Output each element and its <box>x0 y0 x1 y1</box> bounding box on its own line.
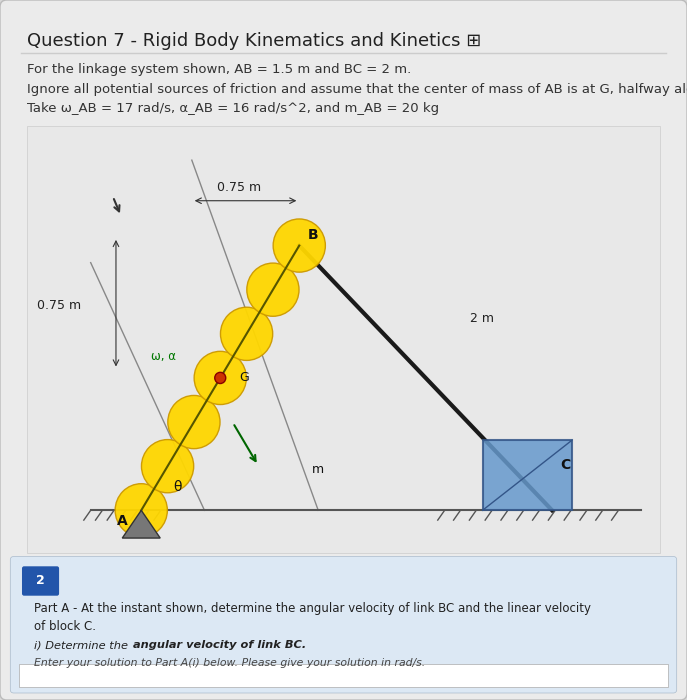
Bar <box>19 664 668 687</box>
Text: C: C <box>561 458 571 472</box>
FancyBboxPatch shape <box>22 566 59 596</box>
Text: θ: θ <box>174 480 182 494</box>
Text: Question 7 - Rigid Body Kinematics and Kinetics ⊞: Question 7 - Rigid Body Kinematics and K… <box>27 32 482 50</box>
FancyBboxPatch shape <box>10 556 677 693</box>
Text: Part A - At the instant shown, determine the angular velocity of link BC and the: Part A - At the instant shown, determine… <box>34 602 592 615</box>
Polygon shape <box>122 510 160 538</box>
Bar <box>482 440 572 510</box>
Text: 0.75 m: 0.75 m <box>37 299 81 312</box>
Text: Ignore all potential sources of friction and assume that the center of mass of A: Ignore all potential sources of friction… <box>27 83 687 96</box>
Circle shape <box>221 307 273 360</box>
Circle shape <box>194 351 247 405</box>
Text: Enter your solution to Part A(i) below. Please give your solution in rad/s.: Enter your solution to Part A(i) below. … <box>34 658 426 668</box>
Circle shape <box>215 372 226 384</box>
Text: 2: 2 <box>36 575 45 587</box>
Text: ω, α: ω, α <box>150 350 176 363</box>
Text: m: m <box>312 463 324 476</box>
Text: i) Determine the: i) Determine the <box>34 640 132 650</box>
Text: B: B <box>308 228 318 242</box>
Circle shape <box>247 263 299 316</box>
Circle shape <box>168 395 220 449</box>
Text: G: G <box>240 372 249 384</box>
Text: 2 m: 2 m <box>470 312 494 325</box>
Text: angular velocity of link BC.: angular velocity of link BC. <box>133 640 306 650</box>
Circle shape <box>142 440 194 493</box>
Text: 0.75 m: 0.75 m <box>217 181 261 195</box>
Bar <box>27 126 660 553</box>
Text: For the linkage system shown, AB = 1.5 m and BC = 2 m.: For the linkage system shown, AB = 1.5 m… <box>27 63 412 76</box>
Circle shape <box>273 219 326 272</box>
Text: of block C.: of block C. <box>34 620 96 633</box>
Circle shape <box>115 484 168 537</box>
Text: Take ω_AB = 17 rad/s, α_AB = 16 rad/s^2, and m_AB = 20 kg: Take ω_AB = 17 rad/s, α_AB = 16 rad/s^2,… <box>27 102 440 116</box>
Text: A: A <box>117 514 128 528</box>
